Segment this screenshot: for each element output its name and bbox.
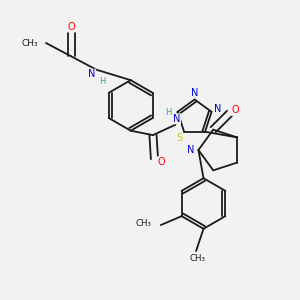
Text: S: S bbox=[177, 133, 183, 143]
Text: O: O bbox=[68, 22, 75, 32]
Text: H: H bbox=[99, 76, 106, 85]
Text: N: N bbox=[191, 88, 198, 98]
Text: N: N bbox=[173, 114, 180, 124]
Text: H: H bbox=[166, 108, 172, 117]
Text: CH₃: CH₃ bbox=[136, 219, 152, 228]
Text: CH₃: CH₃ bbox=[22, 38, 38, 47]
Text: O: O bbox=[157, 157, 165, 167]
Text: O: O bbox=[231, 105, 239, 115]
Text: N: N bbox=[214, 104, 222, 114]
Text: CH₃: CH₃ bbox=[190, 254, 206, 263]
Text: N: N bbox=[187, 145, 195, 155]
Text: N: N bbox=[88, 69, 96, 79]
